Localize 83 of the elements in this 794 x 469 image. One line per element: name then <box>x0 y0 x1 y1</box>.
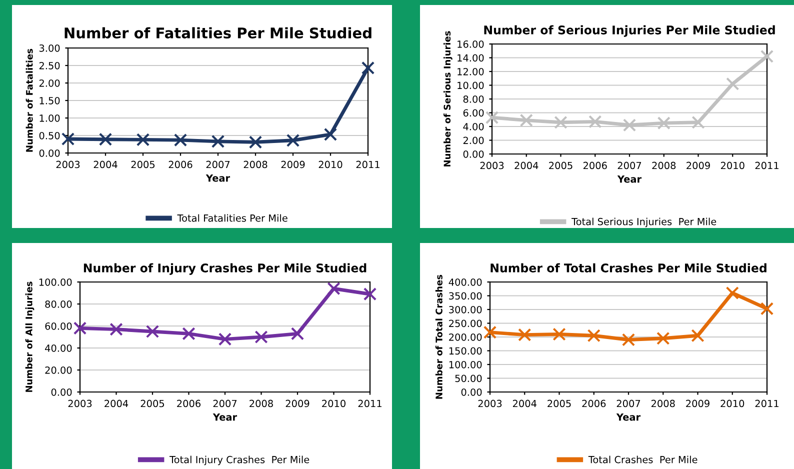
legend-label: Total Fatalities Per Mile <box>177 214 288 222</box>
y-tick-label: 2.00 <box>39 79 60 87</box>
x-tick-label: 2011 <box>755 162 778 170</box>
x-tick-label: 2003 <box>480 162 504 170</box>
x-tick-label: 2004 <box>104 400 128 408</box>
y-tick-label: 0.00 <box>39 149 60 157</box>
y-tick-label: 0.00 <box>461 388 482 396</box>
x-tick-label: 2008 <box>651 400 675 408</box>
y-tick-label: 8.00 <box>463 95 484 103</box>
x-tick-label: 2003 <box>478 400 502 408</box>
x-tick-label: 2004 <box>514 162 538 170</box>
y-tick-label: 350.00 <box>449 292 482 300</box>
x-tick-label: 2003 <box>68 400 92 408</box>
y-tick-label: 40.00 <box>45 344 72 352</box>
x-tick-label: 2007 <box>618 162 642 170</box>
y-tick-label: 60.00 <box>45 322 72 330</box>
y-tick-label: 0.00 <box>51 388 72 396</box>
y-tick-label: 14.00 <box>458 54 484 62</box>
y-tick-label: 80.00 <box>45 300 72 308</box>
x-tick-label: 2010 <box>322 400 346 408</box>
x-tick-label: 2010 <box>318 160 342 168</box>
x-tick-label: 2008 <box>244 160 268 168</box>
x-tick-label: 2010 <box>720 162 744 170</box>
chart-title: Number of Serious Injuries Per Mile Studied <box>484 25 775 37</box>
y-tick-label: 20.00 <box>45 366 72 374</box>
x-tick-label: 2009 <box>281 160 305 168</box>
y-tick-label: 4.00 <box>463 122 484 130</box>
y-tick-label: 100.00 <box>449 360 482 368</box>
y-tick-label: 3.00 <box>39 44 60 52</box>
x-tick-label: 2007 <box>213 400 237 408</box>
y-tick-label: 2.00 <box>463 136 484 144</box>
x-tick-label: 2004 <box>94 160 118 168</box>
y-tick-label: 250.00 <box>449 320 482 328</box>
x-axis-title: Year <box>206 174 230 182</box>
x-tick-label: 2005 <box>548 400 571 408</box>
x-axis-title: Year <box>617 176 642 183</box>
y-tick-label: 150.00 <box>449 347 482 355</box>
y-tick-label: 12.00 <box>458 68 484 76</box>
legend-label: Total Injury Crashes Per Mile <box>170 456 310 466</box>
x-tick-label: 2008 <box>250 400 273 408</box>
y-axis-title: Number of Fatalities <box>26 48 33 152</box>
x-tick-label: 2005 <box>549 162 572 170</box>
chart-title: Number of Injury Crashes Per Mile Studied <box>84 263 366 275</box>
y-axis-title: Number of Serious Injuries <box>444 31 452 166</box>
y-tick-label: 1.00 <box>40 114 60 122</box>
x-axis-title: Year <box>212 414 238 421</box>
y-tick-label: 10.00 <box>458 82 484 90</box>
x-tick-label: 2003 <box>56 160 80 168</box>
x-tick-label: 2007 <box>616 400 640 408</box>
x-tick-label: 2007 <box>206 160 230 168</box>
x-tick-label: 2009 <box>686 400 710 408</box>
x-axis-title: Year <box>616 414 641 421</box>
y-tick-label: 100.00 <box>39 278 72 286</box>
y-tick-label: 0.00 <box>463 150 484 158</box>
y-tick-label: 400.00 <box>448 278 482 286</box>
x-tick-label: 2011 <box>356 160 380 168</box>
legend-label: Total Serious Injuries Per Mile <box>572 218 716 228</box>
x-tick-label: 2004 <box>512 400 536 408</box>
y-tick-label: 200.00 <box>449 333 482 341</box>
x-tick-label: 2005 <box>131 160 155 168</box>
y-axis-title: Number of Total Crashes <box>435 274 442 399</box>
x-tick-label: 2005 <box>140 400 164 408</box>
y-axis-title: Number of All Injuries <box>25 282 34 392</box>
y-tick-label: 0.50 <box>39 132 60 140</box>
y-tick-label: 2.50 <box>39 62 60 70</box>
x-tick-label: 2006 <box>582 400 606 408</box>
x-tick-label: 2010 <box>720 400 744 408</box>
chart-title: Number of Fatalities Per Mile Studied <box>64 27 372 38</box>
y-tick-label: 16.00 <box>458 40 484 48</box>
y-tick-label: 1.50 <box>40 96 60 104</box>
x-tick-label: 2009 <box>286 400 310 408</box>
y-tick-label: 300.00 <box>449 306 482 314</box>
x-tick-label: 2011 <box>755 400 778 408</box>
x-tick-label: 2011 <box>358 400 382 408</box>
x-tick-label: 2006 <box>583 162 607 170</box>
x-tick-label: 2008 <box>652 162 676 170</box>
legend-label: Total Crashes Per Mile <box>588 456 698 464</box>
y-tick-label: 50.00 <box>455 374 482 382</box>
x-tick-label: 2006 <box>177 400 201 408</box>
chart-title: Number of Total Crashes Per Mile Studied <box>490 263 766 272</box>
y-tick-label: 6.00 <box>463 109 484 117</box>
x-tick-label: 2006 <box>168 160 192 168</box>
x-tick-label: 2009 <box>686 162 710 170</box>
